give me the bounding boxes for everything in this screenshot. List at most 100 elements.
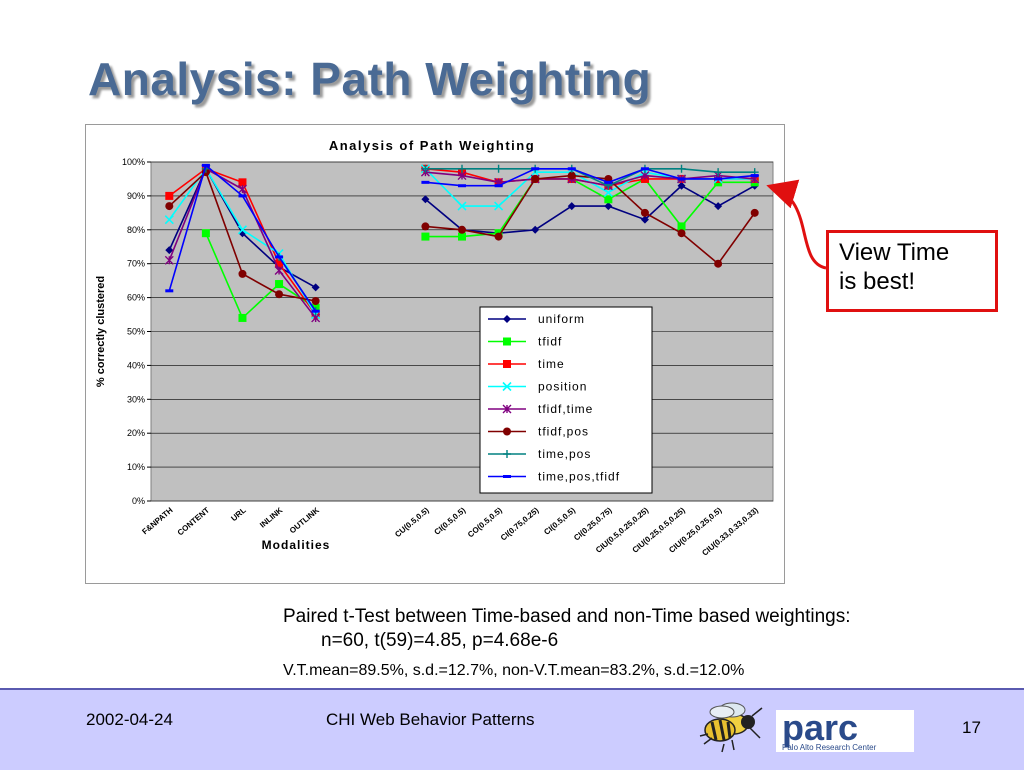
data-point-tfidf xyxy=(458,232,466,241)
data-point-uniform xyxy=(604,202,613,211)
y-tick-label: 10% xyxy=(127,462,145,472)
data-point-time-pos-tfidf xyxy=(421,180,430,184)
data-point-time xyxy=(165,191,174,200)
series-line-tfidf xyxy=(205,232,317,320)
data-point-tfidf xyxy=(201,229,210,238)
data-point-tfidf xyxy=(421,232,430,241)
legend-label: time,pos xyxy=(538,447,591,461)
data-point-time-pos-tfidf xyxy=(531,167,540,171)
legend-label: time,pos,tfidf xyxy=(538,470,620,484)
x-tick-label: INLINK xyxy=(258,505,284,529)
data-point-tfidf xyxy=(238,313,247,322)
legend-marker xyxy=(502,381,512,392)
data-point-time xyxy=(238,178,247,187)
data-point-position xyxy=(494,201,504,211)
data-point-tfidf-pos xyxy=(714,259,723,268)
series-line-time-pos-tfidf xyxy=(425,167,755,187)
data-point-uniform xyxy=(165,246,174,255)
footer-title: CHI Web Behavior Patterns xyxy=(326,710,535,729)
data-point-time-pos-tfidf xyxy=(238,194,247,198)
legend-marker xyxy=(503,315,511,323)
data-point-uniform xyxy=(567,202,576,211)
data-point-time-pos-tfidf xyxy=(750,174,759,178)
data-point-uniform xyxy=(714,202,723,211)
data-point-tfidf-time xyxy=(237,184,247,194)
x-tick-label: CI(0.75,0.25) xyxy=(499,505,541,542)
x-tick-label: CONTENT xyxy=(176,506,211,538)
data-point-time-pos-tfidf xyxy=(567,167,576,171)
y-tick-label: 30% xyxy=(127,394,145,404)
data-point-time-pos-tfidf xyxy=(677,177,686,181)
data-point-tfidf-pos xyxy=(238,269,247,278)
data-point-time-pos-tfidf xyxy=(275,255,284,259)
data-point-tfidf-pos xyxy=(421,222,430,231)
parc-logo: parc Palo Alto Research Center xyxy=(699,702,914,753)
legend-label: time xyxy=(538,357,565,371)
data-point-time-pos-tfidf xyxy=(604,180,613,184)
data-point-uniform xyxy=(421,195,430,204)
data-point-tfidf-pos xyxy=(531,174,540,183)
stats-line-1: Paired t-Test between Time-based and non… xyxy=(283,606,851,627)
legend-marker xyxy=(503,337,511,346)
data-point-tfidf-pos xyxy=(311,296,320,305)
x-axis-label: Modalities xyxy=(262,538,331,552)
data-point-tfidf-time xyxy=(457,171,467,181)
series-line-time-pos xyxy=(425,167,755,187)
series-line-tfidf xyxy=(425,177,755,238)
data-point-uniform xyxy=(531,225,540,234)
series-line-uniform xyxy=(424,184,756,234)
footer-date: 2002-04-24 xyxy=(86,710,173,729)
data-point-time-pos-tfidf xyxy=(311,309,320,313)
data-point-time xyxy=(275,259,284,268)
y-axis-label: % correctly clustered xyxy=(95,276,107,387)
y-tick-label: 20% xyxy=(127,428,145,438)
data-point-time-pos-tfidf xyxy=(458,184,466,188)
data-point-tfidf-pos xyxy=(750,208,759,217)
x-tick-label: CU(0.5,0.5) xyxy=(393,505,431,539)
stats-line-3: V.T.mean=89.5%, s.d.=12.7%, non-V.T.mean… xyxy=(283,662,745,679)
data-point-tfidf-pos xyxy=(677,229,686,238)
data-point-tfidf-time xyxy=(164,255,174,265)
data-point-time-pos xyxy=(494,164,503,173)
data-point-time-pos-tfidf xyxy=(165,289,174,293)
legend-label: position xyxy=(538,380,587,394)
legend-marker xyxy=(503,475,511,478)
slide-title: Analysis: Path Weighting xyxy=(88,53,652,105)
x-tick-label: OUTLINK xyxy=(288,506,321,536)
data-point-tfidf-time xyxy=(274,265,284,275)
chart-frame: Analysis of Path Weighting 0% 10% 20% 30% 40%… xyxy=(85,124,785,584)
y-tick-label: 50% xyxy=(127,327,145,337)
data-point-time-pos xyxy=(714,168,723,177)
data-point-time-pos-tfidf xyxy=(640,167,649,171)
callout-line-1: View Time xyxy=(839,239,950,266)
data-point-tfidf xyxy=(604,195,613,204)
x-tick-label: CO(0.5,0.5) xyxy=(466,505,504,539)
y-tick-label: 40% xyxy=(127,360,145,370)
data-point-time-pos-tfidf xyxy=(714,177,723,181)
legend xyxy=(479,306,653,494)
data-point-tfidf-pos xyxy=(275,290,284,299)
y-tick-label: 70% xyxy=(127,259,145,269)
stats-text: Paired t-Test between Time-based and non… xyxy=(283,606,851,680)
data-point-tfidf xyxy=(677,222,686,231)
data-point-time-pos xyxy=(677,164,686,173)
data-point-tfidf-pos xyxy=(640,208,649,217)
callout-line-2: is best! xyxy=(839,267,916,295)
x-tick-label: F&NPATH xyxy=(140,505,174,536)
data-point-tfidf-pos xyxy=(567,171,576,180)
legend-marker xyxy=(503,360,511,368)
data-point-uniform xyxy=(311,283,320,292)
path-weighting-chart: Analysis of Path Weighting 0% 10% 20% 30% 40%… xyxy=(95,138,774,558)
chart-title: Analysis of Path Weighting xyxy=(329,138,535,153)
legend-label: tfidf,time xyxy=(538,402,593,416)
data-point-time-pos xyxy=(458,164,466,173)
data-point-time-pos-tfidf xyxy=(201,163,210,167)
footer-bar: 2002-04-24 CHI Web Behavior Patterns par… xyxy=(0,688,1024,770)
legend-label: uniform xyxy=(538,312,585,326)
data-point-tfidf-time xyxy=(640,171,650,181)
logo-text: parc xyxy=(782,707,858,748)
legend-label: tfidf,pos xyxy=(538,425,589,439)
x-tick-label: URL xyxy=(229,506,247,524)
logo-subtext: Palo Alto Research Center xyxy=(782,743,877,752)
data-point-tfidf-pos xyxy=(458,225,466,234)
